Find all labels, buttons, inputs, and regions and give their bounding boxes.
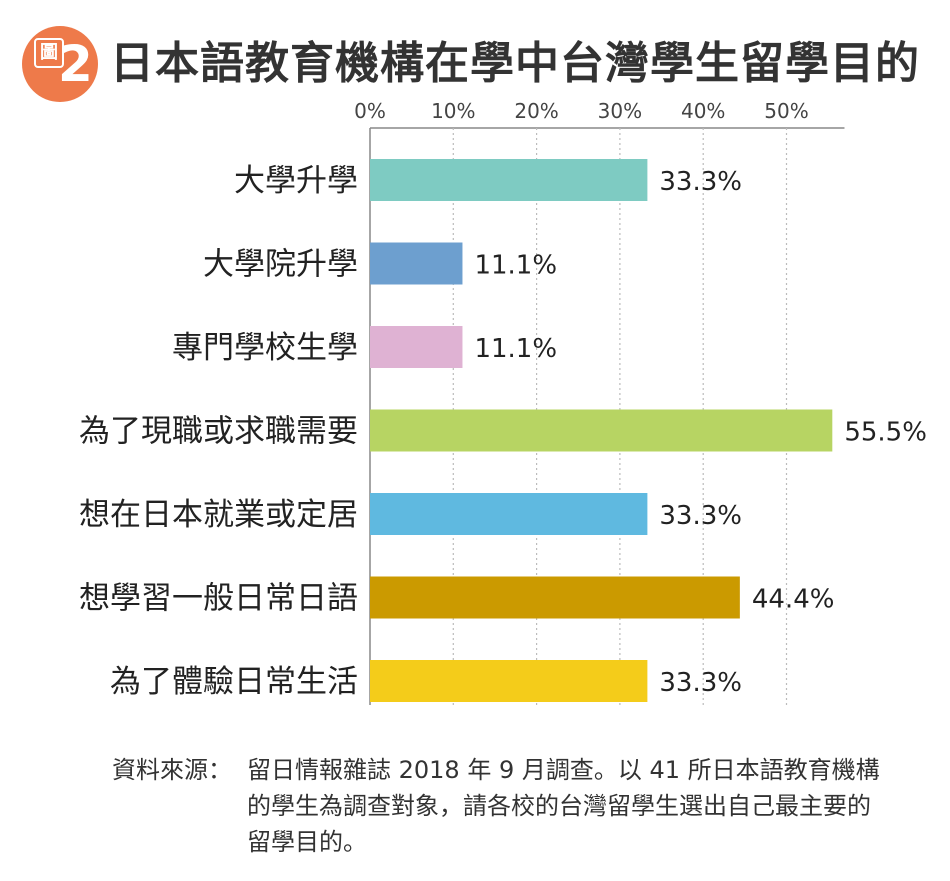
category-label: 專門學校生學	[172, 330, 358, 366]
figure-badge: 圖 2	[22, 26, 98, 102]
data-label: 11.1%	[474, 251, 557, 281]
category-label: 想學習一般日常日語	[79, 581, 358, 617]
figure-badge-char: 圖	[34, 38, 64, 68]
data-label: 44.4%	[752, 585, 835, 615]
bar	[370, 409, 833, 452]
bar	[370, 326, 463, 368]
data-label: 11.1%	[474, 334, 557, 364]
x-tick-label: 10%	[431, 99, 475, 123]
category-label: 為了體驗日常生活	[110, 664, 358, 700]
category-label: 為了現職或求職需要	[79, 414, 358, 450]
x-tick-label: 50%	[764, 99, 808, 123]
x-tick-label: 40%	[681, 99, 725, 123]
category-label: 大學升學	[234, 163, 358, 199]
x-tick-label: 20%	[514, 99, 558, 123]
category-label: 大學院升學	[203, 247, 358, 283]
data-label: 33.3%	[659, 501, 742, 531]
bar-chart: 0% 10% 20% 30% 40% 50% 大學升學 33.3% 大學院升學 11.1% 專門學校…	[79, 99, 927, 705]
bar	[370, 242, 463, 285]
x-tick-label: 30%	[598, 99, 642, 123]
bar	[370, 493, 648, 535]
category-label: 想在日本就業或定居	[79, 497, 358, 533]
source-text: 留日情報雜誌 2018 年 9 月調查。以 41 所日本語教育機構的學生為調查對…	[247, 756, 880, 856]
bar	[370, 159, 648, 201]
chart-title: 日本語教育機構在學中台灣學生留學目的	[110, 38, 920, 89]
x-tick-label: 0%	[354, 99, 386, 123]
data-label: 55.5%	[844, 418, 927, 448]
figure-badge-number: 2	[58, 35, 93, 93]
source-note: 資料來源： 留日情報雜誌 2018 年 9 月調查。以 41 所日本語教育機構的學…	[112, 752, 887, 860]
data-label: 33.3%	[659, 167, 742, 197]
data-label: 33.3%	[659, 668, 742, 698]
bar	[370, 576, 740, 619]
source-label: 資料來源：	[112, 756, 232, 784]
bar	[370, 660, 648, 702]
